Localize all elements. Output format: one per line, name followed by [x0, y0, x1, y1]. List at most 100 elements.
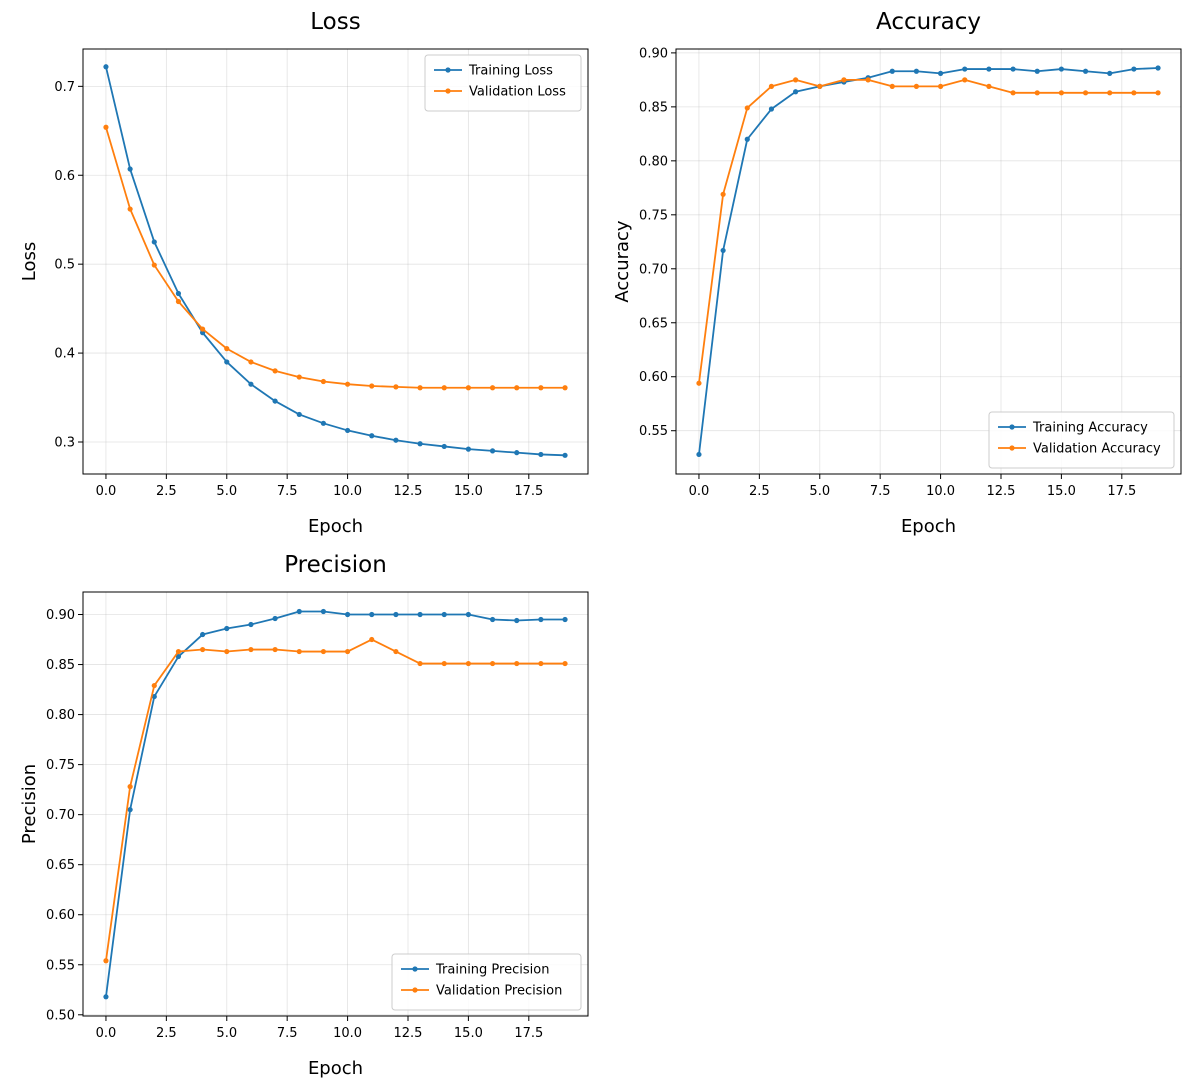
accuracy-data-point	[986, 66, 992, 72]
accuracy-data-point	[793, 89, 799, 95]
loss-data-point	[393, 437, 399, 443]
accuracy-data-point	[1107, 70, 1113, 76]
x-tick-label: 17.5	[1107, 484, 1136, 499]
x-tick-label: 10.0	[333, 484, 362, 499]
accuracy-data-point	[841, 77, 847, 83]
accuracy-data-point	[1082, 90, 1089, 96]
y-tick-label: 0.80	[639, 154, 668, 169]
loss-data-point	[151, 239, 157, 245]
precision-data-point	[417, 611, 423, 618]
y-tick-label: 0.85	[46, 658, 75, 673]
x-tick-label: 7.5	[277, 484, 298, 499]
y-tick-label: 0.60	[46, 908, 75, 923]
precision-data-point	[369, 636, 375, 643]
y-tick-label: 0.3	[54, 435, 75, 450]
loss-data-point	[175, 290, 182, 297]
precision-data-point	[489, 616, 496, 623]
precision-data-point	[175, 648, 182, 655]
y-tick-label: 0.75	[639, 208, 668, 223]
loss-data-point	[224, 359, 230, 365]
accuracy-chart: 0.0 2.5 5.0 7.5 10.0 12.5 15.0 17.5 0.55 0.60 0.65…	[612, 9, 1182, 537]
accuracy-data-point	[720, 191, 726, 197]
loss-data-point	[103, 124, 109, 130]
accuracy-series-line-training	[698, 67, 1159, 455]
accuracy-data-point	[1034, 68, 1040, 74]
legend-swatch-marker	[412, 966, 418, 972]
loss-data-point	[200, 326, 206, 332]
loss-data-point	[562, 452, 568, 458]
precision-data-point	[320, 648, 327, 655]
precision-data-point	[344, 611, 351, 618]
loss-data-point	[441, 385, 447, 391]
accuracy-data-point	[962, 77, 968, 83]
y-tick-label: 0.7	[54, 80, 75, 95]
x-tick-label: 2.5	[156, 484, 177, 499]
precision-data-point	[248, 621, 254, 628]
accuracy-data-point	[1034, 90, 1040, 96]
accuracy-data-point	[817, 83, 823, 89]
x-tick-label: 0.0	[96, 1026, 117, 1041]
x-tick-label: 5.0	[809, 484, 830, 499]
y-tick-label: 0.85	[639, 100, 668, 115]
precision-data-point	[200, 631, 206, 638]
y-tick-label: 0.90	[639, 46, 668, 61]
loss-data-point	[514, 385, 520, 391]
y-tick-label: 0.60	[639, 370, 668, 385]
accuracy-data-point	[793, 77, 799, 83]
precision-data-point	[272, 615, 278, 622]
x-tick-label: 10.0	[333, 1026, 362, 1041]
y-tick-label: 0.5	[54, 258, 75, 273]
legend-label: Training Precision	[435, 963, 549, 978]
x-tick-label: 5.0	[216, 1026, 237, 1041]
precision-data-point	[272, 646, 278, 653]
precision-data-point	[103, 994, 109, 1000]
x-tick-label: 0.0	[689, 484, 710, 499]
precision-data-point	[296, 648, 302, 655]
x-tick-label: 12.5	[394, 1026, 423, 1041]
y-tick-label: 0.90	[46, 608, 75, 623]
accuracy-data-point	[720, 247, 726, 254]
loss-data-point	[296, 374, 302, 380]
y-tick-label: 0.65	[639, 316, 668, 331]
accuracy-data-point	[937, 70, 944, 76]
precision-data-point	[393, 611, 399, 618]
y-axis-label: Accuracy	[612, 220, 633, 303]
accuracy-data-point	[768, 83, 775, 89]
precision-chart: 0.0 2.5 5.0 7.5 10.0 12.5 15.0 17.5 0.50 0.55 0.60…	[19, 552, 589, 1079]
legend: Training Loss Validation Loss	[424, 54, 582, 112]
precision-data-point	[465, 660, 471, 667]
x-tick-label: 17.5	[514, 1026, 543, 1041]
y-tick-label: 0.55	[639, 424, 668, 439]
x-tick-label: 15.0	[1047, 484, 1076, 499]
precision-data-point	[489, 660, 496, 667]
loss-data-point	[393, 384, 399, 390]
x-tick-label: 7.5	[277, 1026, 298, 1041]
loss-data-point	[248, 359, 254, 365]
loss-data-point	[127, 166, 133, 172]
y-tick-label: 0.50	[46, 1008, 75, 1023]
accuracy-data-point	[913, 68, 920, 74]
accuracy-data-point	[937, 83, 944, 89]
legend-label: Validation Accuracy	[1033, 442, 1161, 457]
precision-data-point	[562, 616, 568, 623]
legend-label: Training Loss	[468, 64, 553, 79]
x-tick-label: 10.0	[926, 484, 955, 499]
x-tick-label: 12.5	[987, 484, 1016, 499]
accuracy-data-point	[1058, 90, 1064, 96]
loss-data-point	[369, 433, 375, 439]
loss-data-point	[417, 441, 423, 447]
loss-data-point	[514, 450, 520, 456]
precision-data-point	[562, 660, 568, 667]
x-tick-label: 0.0	[96, 484, 117, 499]
legend: Training Precision Validation Precision	[391, 953, 582, 1011]
precision-data-point	[296, 608, 302, 615]
y-tick-label: 0.70	[639, 262, 668, 277]
precision-data-point	[175, 653, 182, 660]
precision-data-point	[441, 611, 447, 618]
loss-data-point	[489, 448, 496, 454]
x-tick-label: 5.0	[216, 484, 237, 499]
loss-chart: 0.0 2.5 5.0 7.5 10.0 12.5 15.0 17.5 0.3 0.4 0.5 0.6…	[19, 9, 589, 537]
loss-data-point	[344, 381, 351, 387]
loss-data-point	[320, 378, 327, 385]
